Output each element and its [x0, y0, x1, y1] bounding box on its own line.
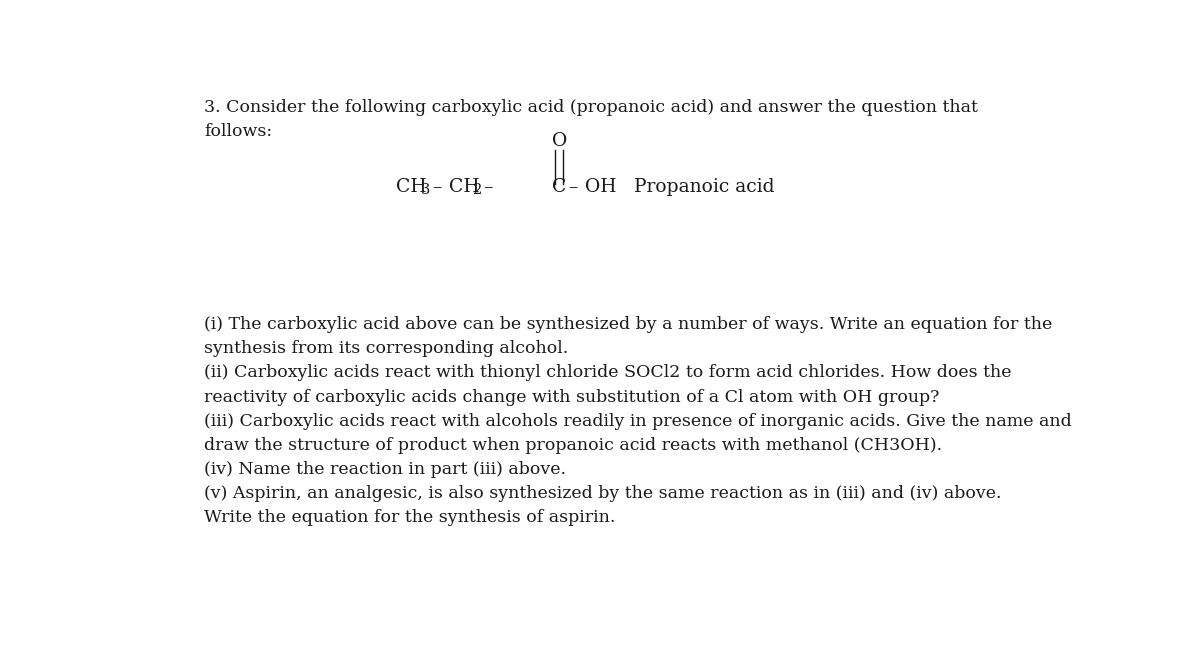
Text: Propanoic acid: Propanoic acid	[623, 177, 775, 196]
Text: –: –	[482, 177, 492, 196]
Text: C: C	[552, 177, 566, 196]
Text: 3. Consider the following carboxylic acid (propanoic acid) and answer the questi: 3. Consider the following carboxylic aci…	[204, 99, 978, 140]
Text: (i) The carboxylic acid above can be synthesized by a number of ways. Write an e: (i) The carboxylic acid above can be syn…	[204, 316, 1072, 526]
Text: –: –	[569, 177, 578, 196]
Text: CH: CH	[449, 177, 479, 196]
Text: CH: CH	[396, 177, 427, 196]
Text: 2: 2	[473, 183, 482, 198]
Text: OH: OH	[586, 177, 617, 196]
Text: O: O	[552, 132, 566, 151]
Text: –: –	[432, 177, 442, 196]
Text: 3: 3	[421, 183, 430, 198]
